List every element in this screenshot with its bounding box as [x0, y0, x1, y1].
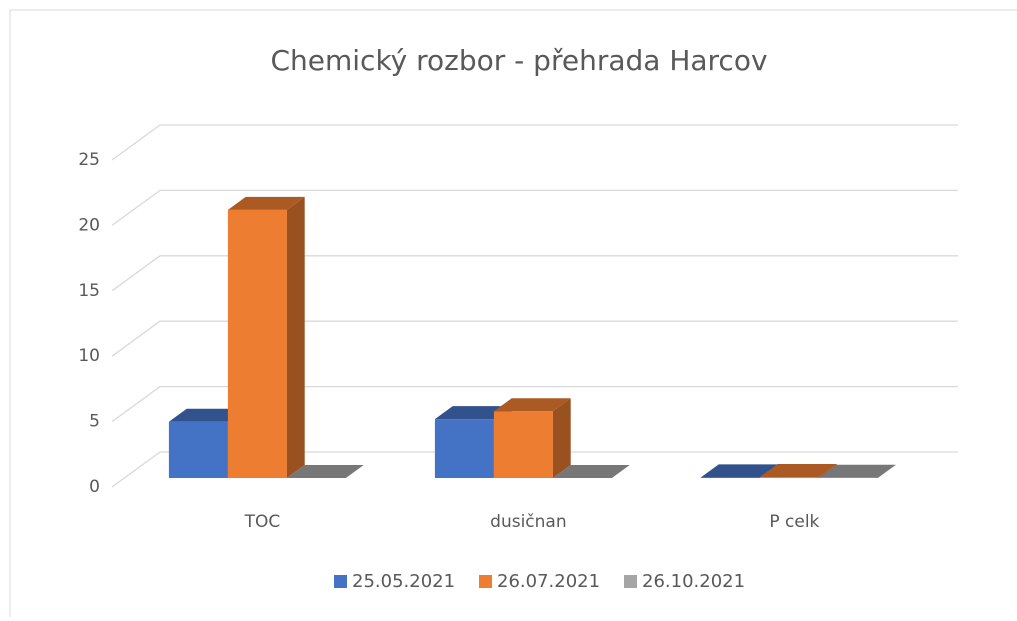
y-tick-label: 25 — [78, 150, 100, 170]
bar-front — [701, 477, 760, 478]
y-tick-label: 10 — [78, 346, 100, 366]
bar-front — [494, 411, 553, 478]
bar — [228, 197, 305, 478]
bar-front — [228, 210, 287, 478]
x-tick-label: TOC — [244, 512, 281, 532]
bar-side — [553, 398, 571, 478]
legend-label: 26.10.2021 — [642, 571, 745, 592]
legend-label: 26.07.2021 — [497, 571, 600, 592]
legend-swatch — [334, 575, 347, 588]
x-tick-label: dusičnan — [490, 512, 566, 532]
bar-front — [760, 477, 819, 478]
bar-front — [435, 419, 494, 478]
y-tick-label: 20 — [78, 215, 100, 235]
y-tick-label: 0 — [89, 477, 100, 497]
bar — [494, 398, 571, 478]
legend-swatch — [624, 575, 637, 588]
legend-label: 25.05.2021 — [352, 571, 455, 592]
chart-title: Chemický rozbor - přehrada Harcov — [270, 44, 767, 77]
y-tick-label: 5 — [89, 412, 100, 432]
bar-front — [169, 422, 228, 478]
x-tick-label: P celk — [769, 512, 819, 532]
bar-side — [287, 197, 305, 478]
legend-swatch — [479, 575, 492, 588]
y-tick-label: 15 — [78, 281, 100, 301]
